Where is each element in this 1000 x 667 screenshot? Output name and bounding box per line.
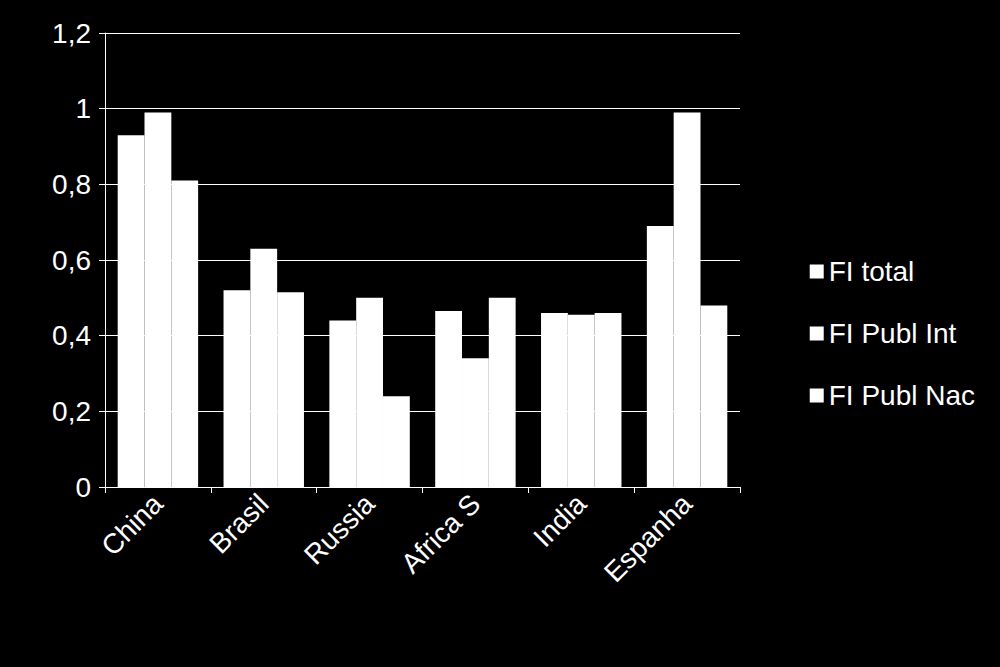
svg-text:FI total: FI total xyxy=(829,256,915,287)
svg-text:Brasil: Brasil xyxy=(203,488,274,559)
svg-text:0,8: 0,8 xyxy=(52,169,91,200)
svg-text:China: China xyxy=(95,488,169,562)
svg-text:India: India xyxy=(527,488,592,553)
svg-text:1,2: 1,2 xyxy=(52,18,91,49)
svg-text:Espanha: Espanha xyxy=(598,488,698,588)
svg-text:Africa S: Africa S xyxy=(395,488,486,579)
svg-text:1: 1 xyxy=(75,93,91,124)
svg-text:0,4: 0,4 xyxy=(52,320,91,351)
svg-text:FI Publ Int: FI Publ Int xyxy=(829,318,957,349)
svg-text:0: 0 xyxy=(75,472,91,503)
svg-text:0,2: 0,2 xyxy=(52,396,91,427)
svg-text:Russia: Russia xyxy=(298,488,381,571)
svg-text:0,6: 0,6 xyxy=(52,245,91,276)
svg-text:FI Publ Nac: FI Publ Nac xyxy=(829,380,975,411)
